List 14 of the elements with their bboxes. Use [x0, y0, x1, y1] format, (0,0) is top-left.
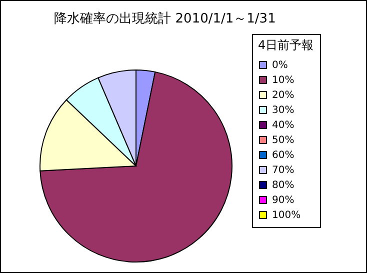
legend-label: 30%: [272, 105, 294, 116]
legend-label: 90%: [272, 195, 294, 206]
legend-label: 80%: [272, 180, 294, 191]
legend-label: 10%: [272, 75, 294, 86]
legend-label: 100%: [272, 210, 301, 221]
legend-label: 40%: [272, 120, 294, 131]
legend-label: 70%: [272, 165, 294, 176]
legend-title: 4日前予報: [258, 38, 314, 52]
legend-label: 20%: [272, 90, 294, 101]
legend-label: 50%: [272, 135, 294, 146]
chart-title: 降水確率の出現統計 2010/1/1～1/31: [54, 10, 276, 26]
legend-label: 60%: [272, 150, 294, 161]
pie-slice: [40, 71, 232, 262]
legend-label: 0%: [272, 60, 288, 71]
